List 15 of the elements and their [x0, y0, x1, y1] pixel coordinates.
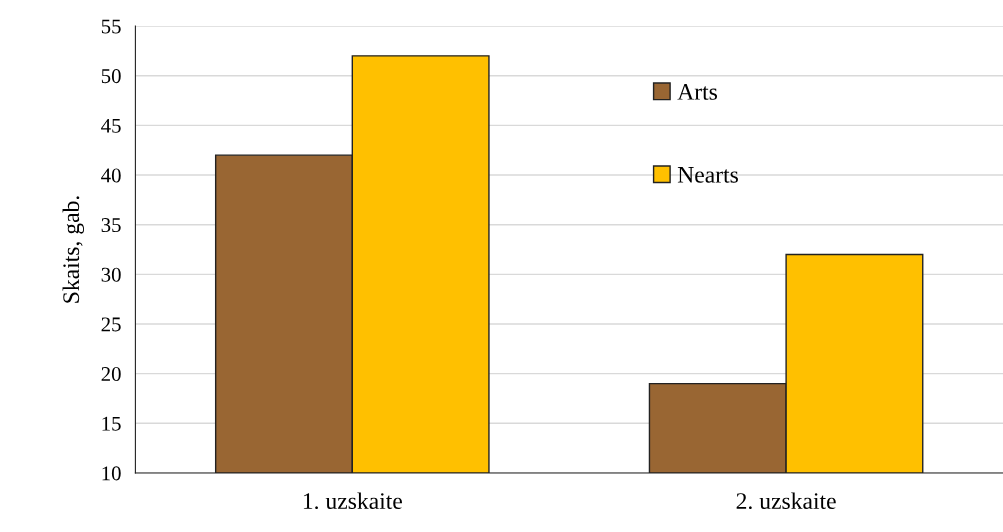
- y-tick-label: 10: [102, 466, 121, 481]
- x-tick-label: 2. uzskaite: [736, 492, 836, 510]
- y-tick-label: 45: [101, 118, 121, 133]
- legend-label: Arts: [677, 84, 718, 100]
- y-tick-label: 25: [101, 317, 121, 332]
- legend-label: Nearts: [677, 167, 738, 183]
- y-tick-label: 15: [102, 416, 121, 431]
- y-tick-label: 40: [101, 168, 121, 183]
- y-tick-label: 50: [101, 69, 121, 84]
- y-tick-label: 20: [101, 367, 121, 382]
- y-tick-label: 30: [101, 267, 121, 282]
- y-axis-title: Skaits, gab.: [62, 196, 85, 303]
- y-tick-label: 35: [101, 218, 121, 233]
- y-tick-label: 55: [101, 19, 121, 34]
- x-tick-label: 1. uzskaite: [303, 492, 402, 510]
